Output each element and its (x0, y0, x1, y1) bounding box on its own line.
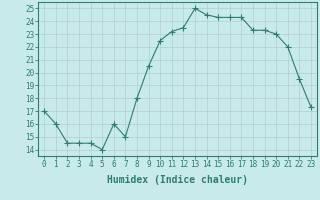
X-axis label: Humidex (Indice chaleur): Humidex (Indice chaleur) (107, 175, 248, 185)
